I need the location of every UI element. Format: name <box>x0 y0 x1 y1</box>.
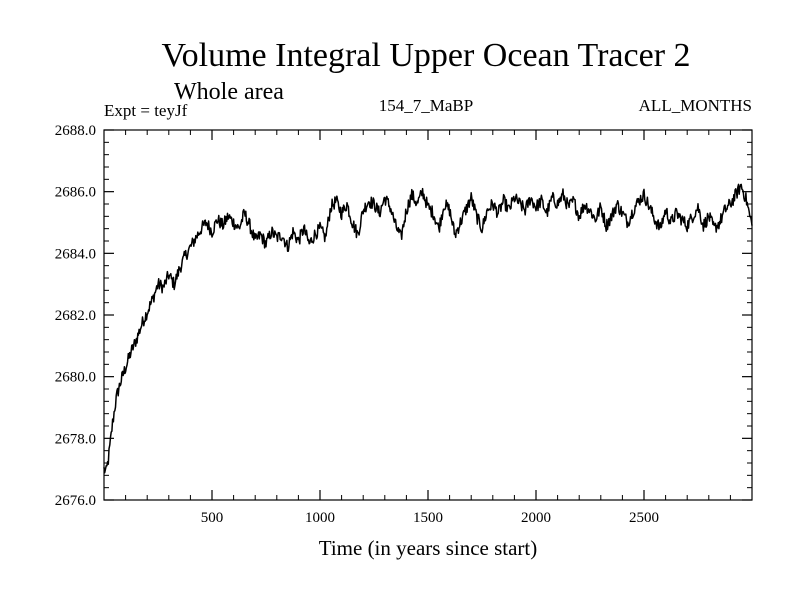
x-tick-label: 2000 <box>521 510 551 526</box>
y-tick-labels: 2676.0 2678.0 2680.0 2682.0 2684.0 2686.0 2688… <box>55 123 96 509</box>
minor-ticks <box>104 130 752 500</box>
x-tick-label: 500 <box>201 510 224 526</box>
series-line <box>103 183 753 474</box>
x-axis-label: Time (in years since start) <box>319 536 538 560</box>
experiment-label: Expt = teyJf <box>104 101 188 120</box>
plot-area: 2676.0 2678.0 2680.0 2682.0 2684.0 2686.0 2688… <box>55 123 753 526</box>
major-ticks <box>104 129 752 501</box>
y-tick-label: 2688.0 <box>55 123 96 139</box>
chart-subtitle: Whole area <box>174 79 284 105</box>
chart-title: Volume Integral Upper Ocean Tracer 2 <box>161 37 690 74</box>
y-tick-label: 2684.0 <box>55 246 96 262</box>
months-label: ALL_MONTHS <box>639 96 752 115</box>
y-tick-label: 2682.0 <box>55 308 96 324</box>
y-tick-label: 2678.0 <box>55 431 96 447</box>
plot-frame <box>103 129 753 501</box>
y-tick-label: 2686.0 <box>55 185 96 201</box>
x-tick-label: 2500 <box>629 510 659 526</box>
x-tick-label: 1500 <box>413 510 443 526</box>
x-tick-label: 1000 <box>305 510 335 526</box>
y-tick-label: 2680.0 <box>55 370 96 386</box>
y-tick-label: 2676.0 <box>55 493 96 509</box>
period-label: 154_7_MaBP <box>379 96 473 115</box>
x-tick-labels: 500 1000 1500 2000 2500 <box>201 510 659 526</box>
